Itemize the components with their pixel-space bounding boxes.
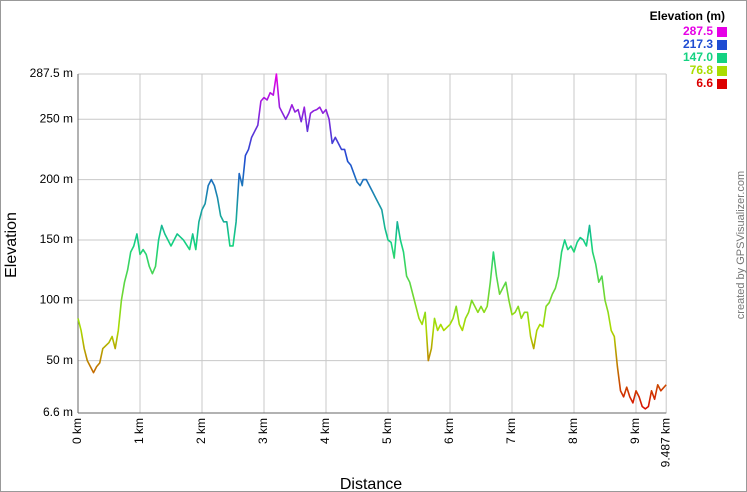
y-tick-label: 150 m: [40, 232, 73, 246]
x-tick-label: 9.487 km: [658, 418, 672, 467]
x-tick-label: 8 km: [566, 418, 580, 444]
y-tick-label: 250 m: [40, 111, 73, 125]
legend-label: 287.5: [683, 24, 713, 38]
legend-swatch: [717, 79, 727, 89]
elevation-line: [77, 73, 667, 410]
x-tick-label: 5 km: [380, 418, 394, 444]
y-tick-label: 50 m: [46, 353, 73, 367]
x-tick-label: 9 km: [628, 418, 642, 444]
x-tick-label: 7 km: [504, 418, 518, 444]
legend-swatch: [717, 66, 727, 76]
x-tick-label: 0 km: [70, 418, 84, 444]
legend-title: Elevation (m): [650, 9, 725, 23]
legend-label: 6.6: [696, 76, 713, 90]
x-tick-label: 1 km: [132, 418, 146, 444]
legend-swatch: [717, 27, 727, 37]
x-tick-label: 4 km: [318, 418, 332, 444]
legend-swatch: [717, 40, 727, 50]
y-tick-label: 6.6 m: [43, 405, 73, 419]
x-tick-label: 2 km: [194, 418, 208, 444]
y-axis-title: Elevation: [3, 212, 20, 278]
legend-label: 76.8: [690, 63, 714, 77]
y-tick-label: 200 m: [40, 172, 73, 186]
legend-label: 147.0: [683, 50, 713, 64]
y-tick-label: 100 m: [40, 292, 73, 306]
x-tick-label: 6 km: [442, 418, 456, 444]
credit: created by GPSVisualizer.com: [735, 171, 747, 319]
legend-swatch: [717, 53, 727, 63]
x-tick-label: 3 km: [256, 418, 270, 444]
x-axis-title: Distance: [340, 476, 402, 492]
legend-label: 217.3: [683, 37, 713, 51]
y-tick-label: 287.5 m: [30, 66, 73, 80]
